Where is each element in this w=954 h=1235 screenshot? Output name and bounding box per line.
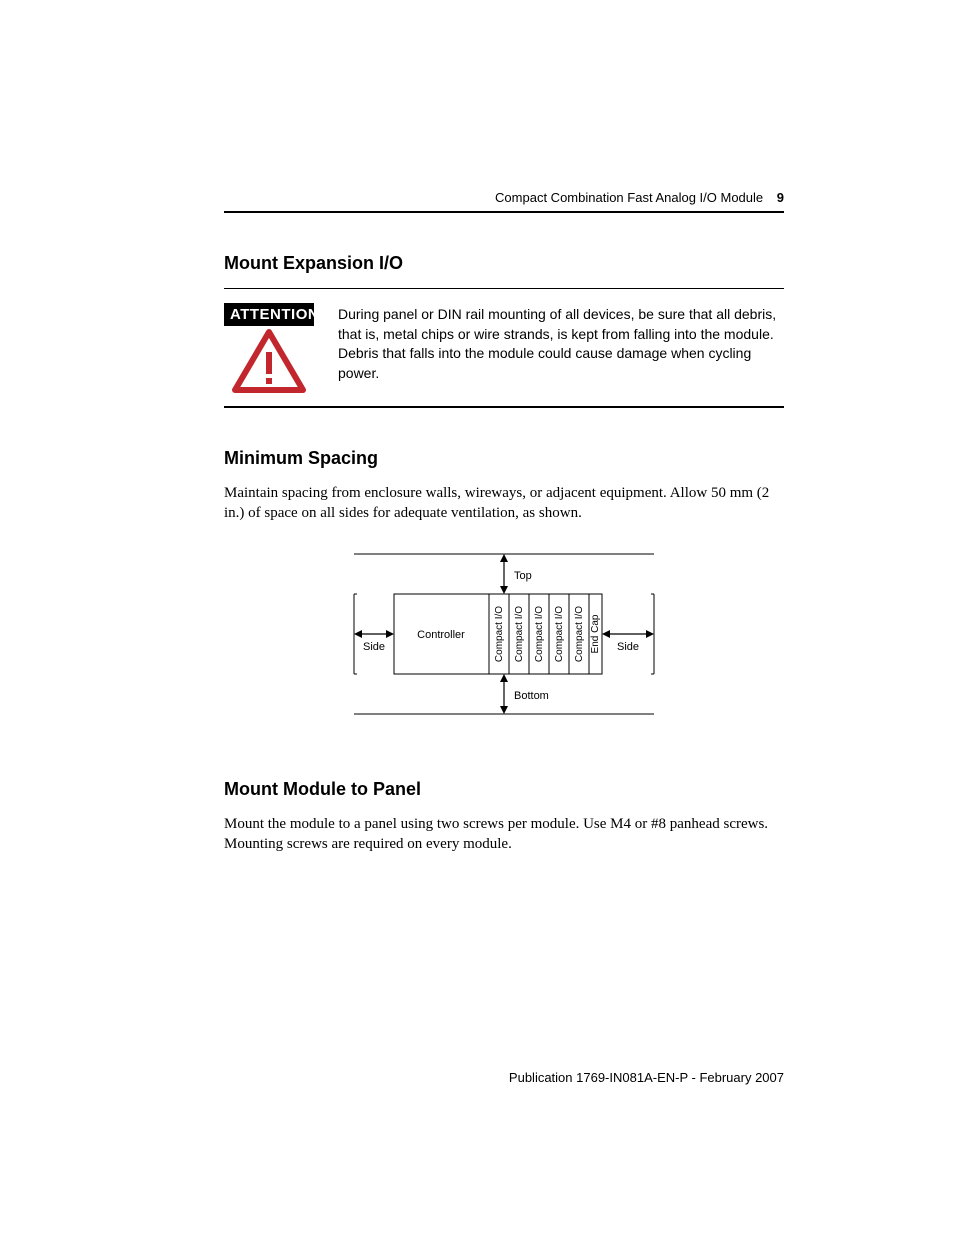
svg-text:Compact I/O: Compact I/O: [494, 605, 505, 661]
svg-text:Compact I/O: Compact I/O: [534, 605, 545, 661]
attention-label: ATTENTION: [224, 303, 314, 326]
svg-text:Compact I/O: Compact I/O: [514, 605, 525, 661]
spacing-body-text: Maintain spacing from enclosure walls, w…: [224, 483, 784, 524]
rule-below-attention: [224, 406, 784, 408]
diagram-side-left-label: Side: [363, 641, 385, 653]
diagram-modules: Compact I/O Compact I/O Compact I/O Comp…: [489, 594, 602, 674]
spacing-diagram: Controller Compact I/O Compact I/O Compa…: [324, 544, 684, 739]
heading-mount-panel: Mount Module to Panel: [224, 779, 784, 800]
page-content: Compact Combination Fast Analog I/O Modu…: [0, 0, 954, 854]
header-rule: [224, 211, 784, 213]
footer-publication: Publication 1769-IN081A-EN-P - February …: [509, 1070, 784, 1085]
page-number: 9: [777, 190, 784, 205]
running-header: Compact Combination Fast Analog I/O Modu…: [224, 190, 784, 205]
header-title: Compact Combination Fast Analog I/O Modu…: [495, 190, 763, 205]
diagram-top-label: Top: [514, 570, 532, 582]
diagram-side-right-label: Side: [617, 641, 639, 653]
attention-text: During panel or DIN rail mounting of all…: [338, 305, 784, 383]
svg-text:Compact I/O: Compact I/O: [554, 605, 565, 661]
diagram-bottom-label: Bottom: [514, 690, 549, 702]
rule-above-attention: [224, 288, 784, 289]
attention-block: ATTENTION During panel or DIN rail mount…: [224, 303, 784, 396]
heading-mount-expansion: Mount Expansion I/O: [224, 253, 784, 274]
warning-triangle-icon: [229, 326, 309, 396]
svg-text:Compact I/O: Compact I/O: [574, 605, 585, 661]
attention-left: ATTENTION: [224, 303, 314, 396]
mount-panel-body-text: Mount the module to a panel using two sc…: [224, 814, 784, 855]
svg-text:End Cap: End Cap: [590, 614, 601, 653]
diagram-controller-label: Controller: [417, 629, 465, 641]
heading-minimum-spacing: Minimum Spacing: [224, 448, 784, 469]
